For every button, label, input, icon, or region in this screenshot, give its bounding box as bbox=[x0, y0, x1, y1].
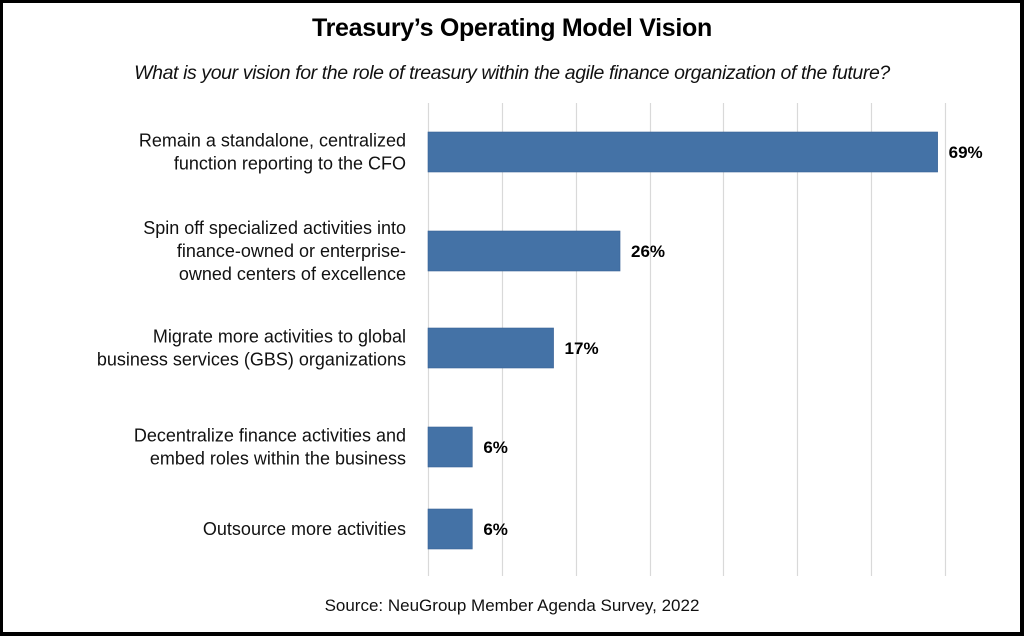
category-label-4: Outsource more activities bbox=[203, 519, 406, 539]
chart-title: Treasury’s Operating Model Vision bbox=[312, 14, 712, 42]
category-label-3: Decentralize finance activities and embed… bbox=[134, 426, 406, 469]
bar-0 bbox=[427, 131, 938, 173]
value-label-0: 69% bbox=[949, 143, 983, 162]
bar-3 bbox=[427, 426, 473, 468]
category-label-2: Migrate more activities to global busines… bbox=[97, 327, 406, 370]
bars bbox=[427, 131, 938, 550]
category-labels: Remain a standalone, centralized function… bbox=[97, 131, 406, 540]
gridlines bbox=[427, 103, 947, 576]
category-label-1: Spin off specialized activities into fina… bbox=[143, 218, 406, 284]
value-label-3: 6% bbox=[483, 438, 508, 457]
value-labels: 69% 26% 17% 6% 6% bbox=[483, 143, 982, 539]
bar-1 bbox=[427, 230, 621, 272]
bar-4 bbox=[427, 508, 473, 550]
value-label-1: 26% bbox=[631, 242, 665, 261]
value-label-2: 17% bbox=[565, 339, 599, 358]
source-note: Source: NeuGroup Member Agenda Survey, 2… bbox=[324, 596, 700, 615]
chart-subtitle: What is your vision for the role of trea… bbox=[134, 62, 890, 84]
bar-2 bbox=[427, 327, 554, 369]
category-label-0: Remain a standalone, centralized function… bbox=[139, 131, 406, 174]
value-label-4: 6% bbox=[483, 520, 508, 539]
